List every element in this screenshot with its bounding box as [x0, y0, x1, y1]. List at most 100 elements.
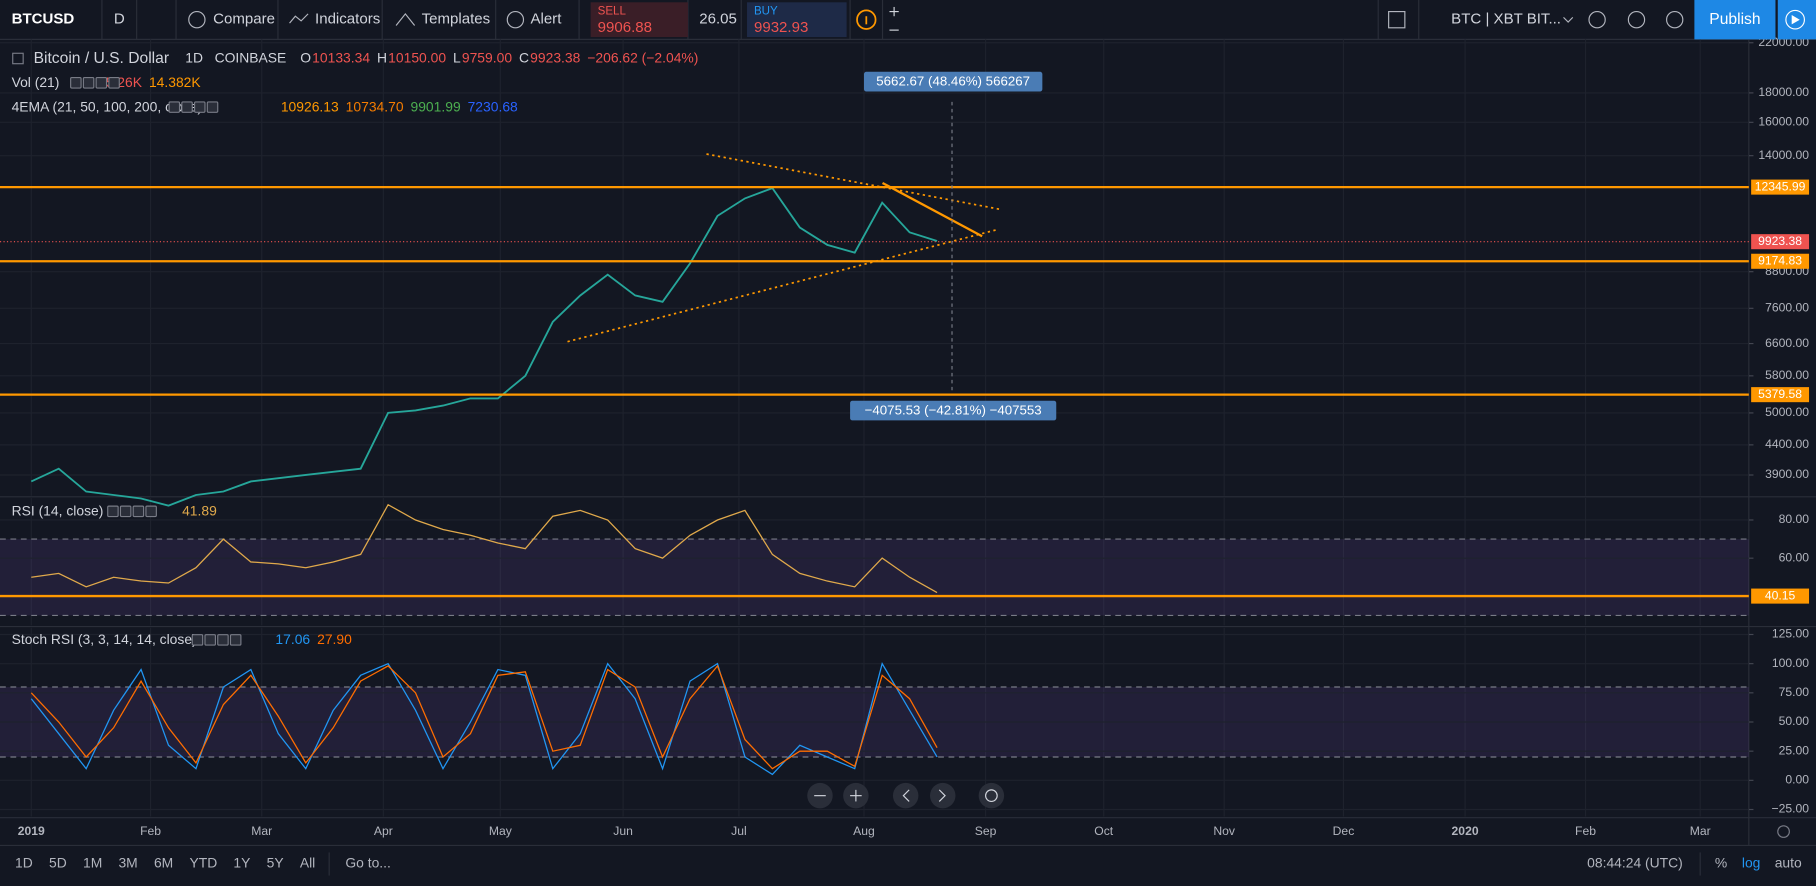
buy-price[interactable]: 9932.93	[754, 19, 808, 36]
y-tick-label: 75.00	[1779, 685, 1810, 699]
time-label: Apr	[374, 824, 393, 838]
settings-icon[interactable]	[1777, 825, 1790, 838]
icon-button[interactable]	[1666, 11, 1684, 29]
legend-interval: 1D	[185, 50, 203, 66]
price-label-bg	[1751, 387, 1810, 403]
ohlc-key: C	[519, 50, 529, 66]
price-label: 9923.38	[1758, 234, 1802, 248]
series-line	[30, 664, 938, 770]
range-button[interactable]: YTD	[189, 855, 217, 871]
sell-price[interactable]: 9906.88	[598, 19, 652, 36]
nav-button[interactable]	[930, 782, 956, 809]
indicator-name: RSI (14, close)	[12, 503, 104, 519]
icon[interactable]	[1388, 11, 1406, 29]
interval-button[interactable]: D	[114, 11, 125, 28]
indicator-value: 9901.99	[411, 98, 461, 114]
ohlc-value: 9759.00	[462, 50, 512, 66]
range-button[interactable]: All	[300, 855, 315, 871]
icon	[395, 12, 416, 26]
series-line	[30, 186, 938, 507]
y-tick-label: 100.00	[1772, 656, 1809, 670]
info-icon[interactable]	[856, 9, 877, 30]
indicator-button[interactable]	[70, 77, 82, 89]
indicator-value: 7230.68	[468, 98, 518, 114]
range-button[interactable]: 6M	[154, 855, 173, 871]
measure-label: 5662.67 (48.46%) 566267	[876, 74, 1030, 89]
clock: 08:44:24 (UTC)	[1587, 855, 1683, 871]
indicator-button[interactable]	[132, 505, 145, 518]
time-label: 2019	[18, 824, 45, 838]
legend-exchange: COINBASE	[215, 50, 287, 66]
y-tick-label: −25.00	[1772, 802, 1810, 816]
time-label: Sep	[975, 824, 997, 838]
y-tick-label: 125.00	[1772, 627, 1809, 641]
indicator-button[interactable]	[145, 505, 157, 518]
time-label: Jun	[613, 824, 633, 838]
watchlist[interactable]: BTC | XBT BIT...	[1451, 11, 1561, 28]
range-button[interactable]: 5Y	[267, 855, 284, 871]
price-label: 5379.58	[1758, 387, 1802, 401]
measure-label: −4075.53 (−42.81%) −407553	[865, 403, 1042, 418]
nav-button[interactable]	[892, 782, 919, 809]
nav-button[interactable]	[978, 782, 1005, 809]
range-button[interactable]: 1Y	[233, 855, 250, 871]
log-toggle[interactable]: log	[1742, 855, 1761, 871]
time-label: Feb	[1575, 824, 1596, 838]
time-label: Nov	[1213, 824, 1236, 838]
indicator-button[interactable]	[181, 101, 193, 113]
publish-button[interactable]	[1694, 0, 1776, 40]
icon-button[interactable]	[1588, 11, 1606, 29]
templates-button[interactable]: Templates	[422, 11, 491, 28]
y-tick-label: 14000.00	[1758, 148, 1809, 162]
time-label: Oct	[1094, 824, 1114, 838]
buy-label[interactable]: BUY	[754, 6, 778, 18]
auto-toggle[interactable]: auto	[1775, 855, 1802, 871]
percent-toggle[interactable]: %	[1715, 855, 1727, 871]
icon-button[interactable]	[1627, 11, 1646, 29]
indicator-name: Stoch RSI (3, 3, 14, 14, close)	[12, 631, 197, 647]
indicator-button[interactable]	[95, 77, 108, 89]
indicator-button[interactable]	[82, 77, 95, 89]
sell-label[interactable]: SELL	[598, 6, 627, 18]
indicator-button[interactable]	[206, 101, 219, 113]
range-button[interactable]: 1D	[15, 855, 33, 871]
ohlc-value: 9923.38	[530, 50, 580, 66]
time-label: Feb	[140, 824, 161, 838]
indicator-button[interactable]	[108, 77, 120, 89]
indicator-button[interactable]	[107, 505, 119, 518]
goto-button[interactable]: Go to...	[345, 855, 391, 871]
publish-label[interactable]: Publish	[1709, 11, 1760, 28]
y-tick-label: 50.00	[1779, 714, 1810, 728]
ui-layer: 2019 Feb Mar Apr May Jun Jul Aug Sep Oct Nov Dec 202…	[12, 0, 1816, 876]
symbol[interactable]: BTCUSD	[12, 11, 75, 28]
indicator-button[interactable]	[193, 101, 206, 113]
alert-button[interactable]: Alert	[530, 11, 562, 28]
trend-line	[881, 181, 983, 238]
indicator-button[interactable]	[168, 101, 181, 113]
indicator-button[interactable]	[191, 634, 204, 646]
indicator-button[interactable]	[204, 634, 216, 646]
indicator-button[interactable]	[229, 634, 242, 646]
sell-box[interactable]	[590, 2, 688, 38]
ohlc-key: L	[453, 50, 461, 66]
price-label: 9174.83	[1758, 253, 1802, 267]
indicator-value: 10734.70	[346, 98, 404, 114]
range-button[interactable]: 1M	[83, 855, 102, 871]
buy-box[interactable]	[747, 2, 847, 38]
range-button[interactable]: 3M	[118, 855, 137, 871]
measure-box	[850, 400, 1057, 421]
range-button[interactable]: 5D	[49, 855, 67, 871]
compare-button[interactable]: Compare	[213, 11, 275, 28]
legend-title: Bitcoin / U.S. Dollar	[34, 50, 169, 67]
indicator-name: Vol (21)	[12, 74, 60, 90]
indicator-button[interactable]	[217, 634, 229, 646]
y-tick-label: 18000.00	[1758, 85, 1809, 99]
time-label: Dec	[1333, 824, 1355, 838]
indicators-button[interactable]: Indicators	[315, 11, 380, 28]
time-label: Jul	[731, 824, 747, 838]
spread: 26.05	[699, 11, 737, 28]
price-label-bg	[1751, 179, 1810, 195]
indicator-button[interactable]	[119, 505, 132, 518]
